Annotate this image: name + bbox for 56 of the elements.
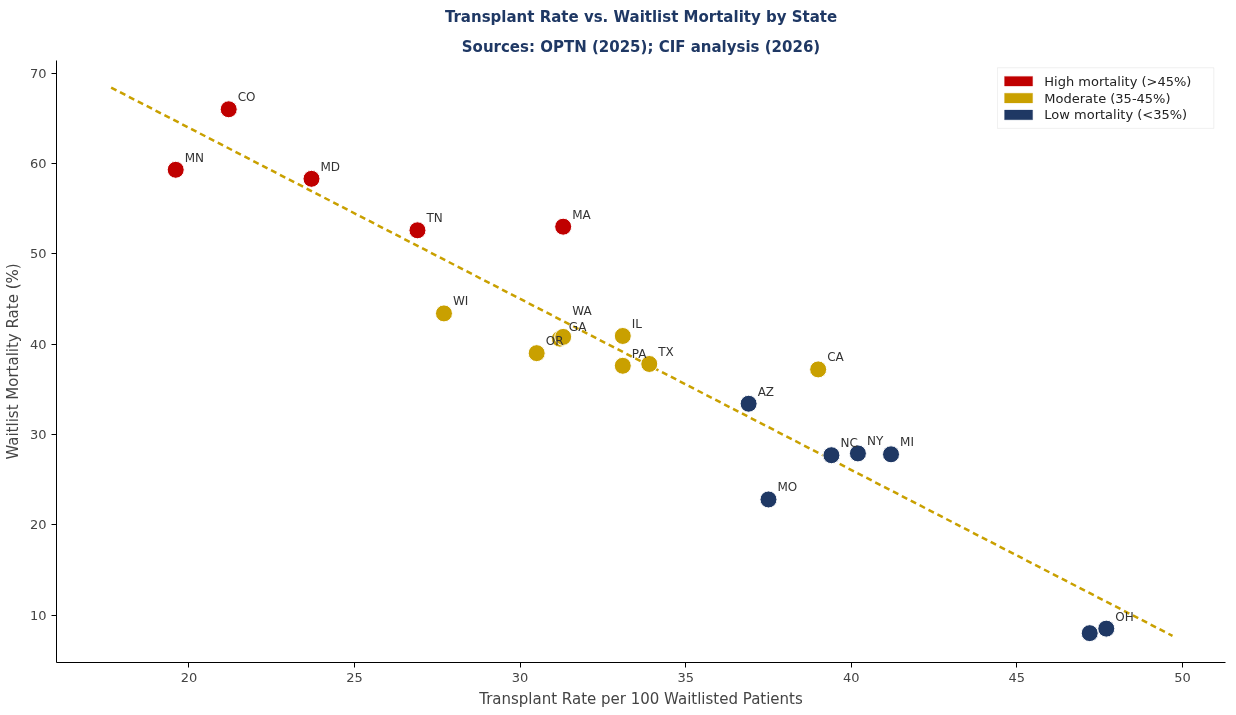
point — [166, 160, 185, 179]
chart-subtitle: Sources: OPTN (2025); CIF analysis (2026) — [461, 37, 821, 56]
data-label: MN — [184, 150, 205, 165]
data-label: MA — [572, 207, 592, 222]
data-label: MI — [900, 435, 914, 450]
x-tick-label: 25 — [346, 669, 363, 685]
data-label: GA — [568, 319, 588, 334]
y-tick-label: 30 — [29, 426, 47, 442]
y-tick-label: 60 — [29, 155, 47, 171]
y-axis-title: Waitlist Mortality Rate (%) — [3, 263, 22, 460]
point — [613, 327, 632, 345]
point — [434, 304, 453, 323]
x-axis-title: Transplant Rate per 100 Waitlisted Patients — [478, 689, 803, 708]
point — [882, 445, 901, 464]
y-tick-label: 20 — [29, 517, 47, 533]
x-tick-label: 40 — [843, 669, 860, 685]
chart-title: Transplant Rate vs. Waitlist Mortality by State — [444, 7, 838, 26]
point — [408, 221, 427, 240]
data-label: MO — [777, 480, 798, 495]
x-tick-label: 30 — [511, 669, 529, 685]
y-tick-label: 70 — [29, 65, 47, 81]
data-label: MD — [320, 159, 341, 174]
point — [739, 394, 758, 413]
point — [1080, 624, 1099, 643]
point — [1097, 619, 1116, 638]
data-label: PA — [631, 346, 648, 361]
legend-label: Moderate (35-45%) — [1044, 90, 1171, 106]
point — [613, 356, 632, 375]
data-label: WI — [452, 294, 469, 309]
y-tick-label: 40 — [29, 336, 47, 352]
point — [219, 100, 238, 119]
data-label: TN — [425, 211, 443, 226]
point — [527, 344, 546, 363]
legend-label: High mortality (>45%) — [1044, 73, 1192, 89]
y-tick-label: 10 — [29, 607, 47, 623]
x-tick-label: 20 — [180, 669, 198, 685]
data-label: AZ — [757, 384, 775, 399]
data-label: TX — [657, 344, 674, 359]
point — [809, 360, 828, 379]
point — [822, 446, 841, 465]
x-tick-label: 35 — [677, 669, 694, 685]
x-tick-label: 50 — [1174, 669, 1191, 685]
data-label: IL — [631, 316, 643, 331]
data-label: CO — [237, 90, 256, 105]
point — [554, 217, 573, 236]
data-label: OH — [1115, 609, 1134, 624]
data-label: CA — [827, 350, 845, 365]
y-tick-label: 50 — [29, 246, 47, 262]
data-label: WA — [572, 303, 593, 318]
legend-label: Low mortality (<35%) — [1044, 107, 1188, 123]
data-label: OR — [545, 334, 564, 349]
point — [759, 490, 778, 509]
x-tick-label: 45 — [1008, 669, 1026, 685]
point — [302, 169, 321, 188]
data-label: NC — [840, 436, 858, 451]
data-label: NY — [866, 434, 884, 449]
